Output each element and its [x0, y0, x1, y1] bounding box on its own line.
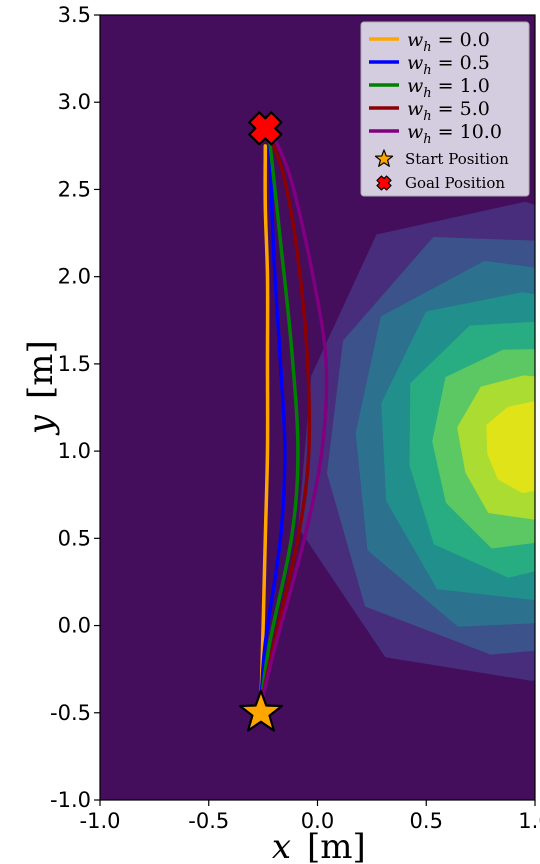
legend-label: wh = 0.5 — [407, 52, 490, 78]
legend-star-icon — [374, 149, 394, 167]
y-axis-unit: [m] — [21, 340, 61, 399]
start-position-marker — [238, 689, 283, 732]
goal-position-marker — [248, 111, 283, 146]
y-tick-label: -1.0 — [50, 788, 91, 812]
legend-cross-icon — [376, 175, 392, 191]
legend-box — [360, 21, 530, 197]
heatmap — [298, 201, 535, 681]
x-axis-label: x [m] — [272, 827, 366, 864]
y-ticks: -1.0 -0.5 0.0 0.5 1.0 1.5 2.0 2.5 3.0 3.5 — [50, 3, 100, 812]
y-tick-label: 0.0 — [58, 614, 91, 638]
series-line — [259, 138, 300, 706]
x-tick-label: 0.0 — [301, 809, 334, 833]
series-line — [259, 144, 287, 706]
series-line — [259, 144, 270, 706]
heatmap-level — [486, 401, 535, 494]
y-tick-label: 2.0 — [58, 265, 91, 289]
x-tick-label: -0.5 — [188, 809, 229, 833]
x-tick-label: 1.0 — [518, 809, 540, 833]
y-tick-label: 0.5 — [58, 526, 91, 550]
x-ticks: -1.0 -0.5 0.0 0.5 1.0 — [80, 800, 540, 833]
legend-label: wh = 1.0 — [407, 75, 490, 101]
legend-label: Goal Position — [405, 174, 505, 192]
legend: wh = 0.0wh = 0.5wh = 1.0wh = 5.0wh = 10.0 Star… — [360, 21, 530, 197]
y-tick-label: 1.0 — [58, 439, 91, 463]
x-axis-unit: [m] — [307, 827, 366, 864]
legend-label: wh = 5.0 — [407, 98, 490, 124]
x-tick-label: 0.5 — [410, 809, 443, 833]
y-tick-label: 1.5 — [58, 352, 91, 376]
legend-label: wh = 0.0 — [407, 29, 490, 55]
y-tick-label: 3.5 — [58, 3, 91, 27]
x-axis-variable: x — [272, 827, 291, 864]
marker-layer — [238, 111, 283, 732]
y-tick-label: 3.0 — [58, 90, 91, 114]
y-axis-variable: y — [21, 414, 61, 436]
y-tick-label: -0.5 — [50, 701, 91, 725]
legend-label: Start Position — [405, 150, 509, 168]
legend-label: wh = 10.0 — [407, 121, 502, 147]
y-axis-label-group: y [m] — [21, 340, 61, 436]
y-tick-label: 2.5 — [58, 177, 91, 201]
x-tick-label: -1.0 — [80, 809, 121, 833]
series-line — [259, 135, 329, 706]
series-line — [259, 135, 312, 706]
series-layer — [259, 135, 329, 706]
y-axis-label: y [m] — [21, 340, 61, 436]
